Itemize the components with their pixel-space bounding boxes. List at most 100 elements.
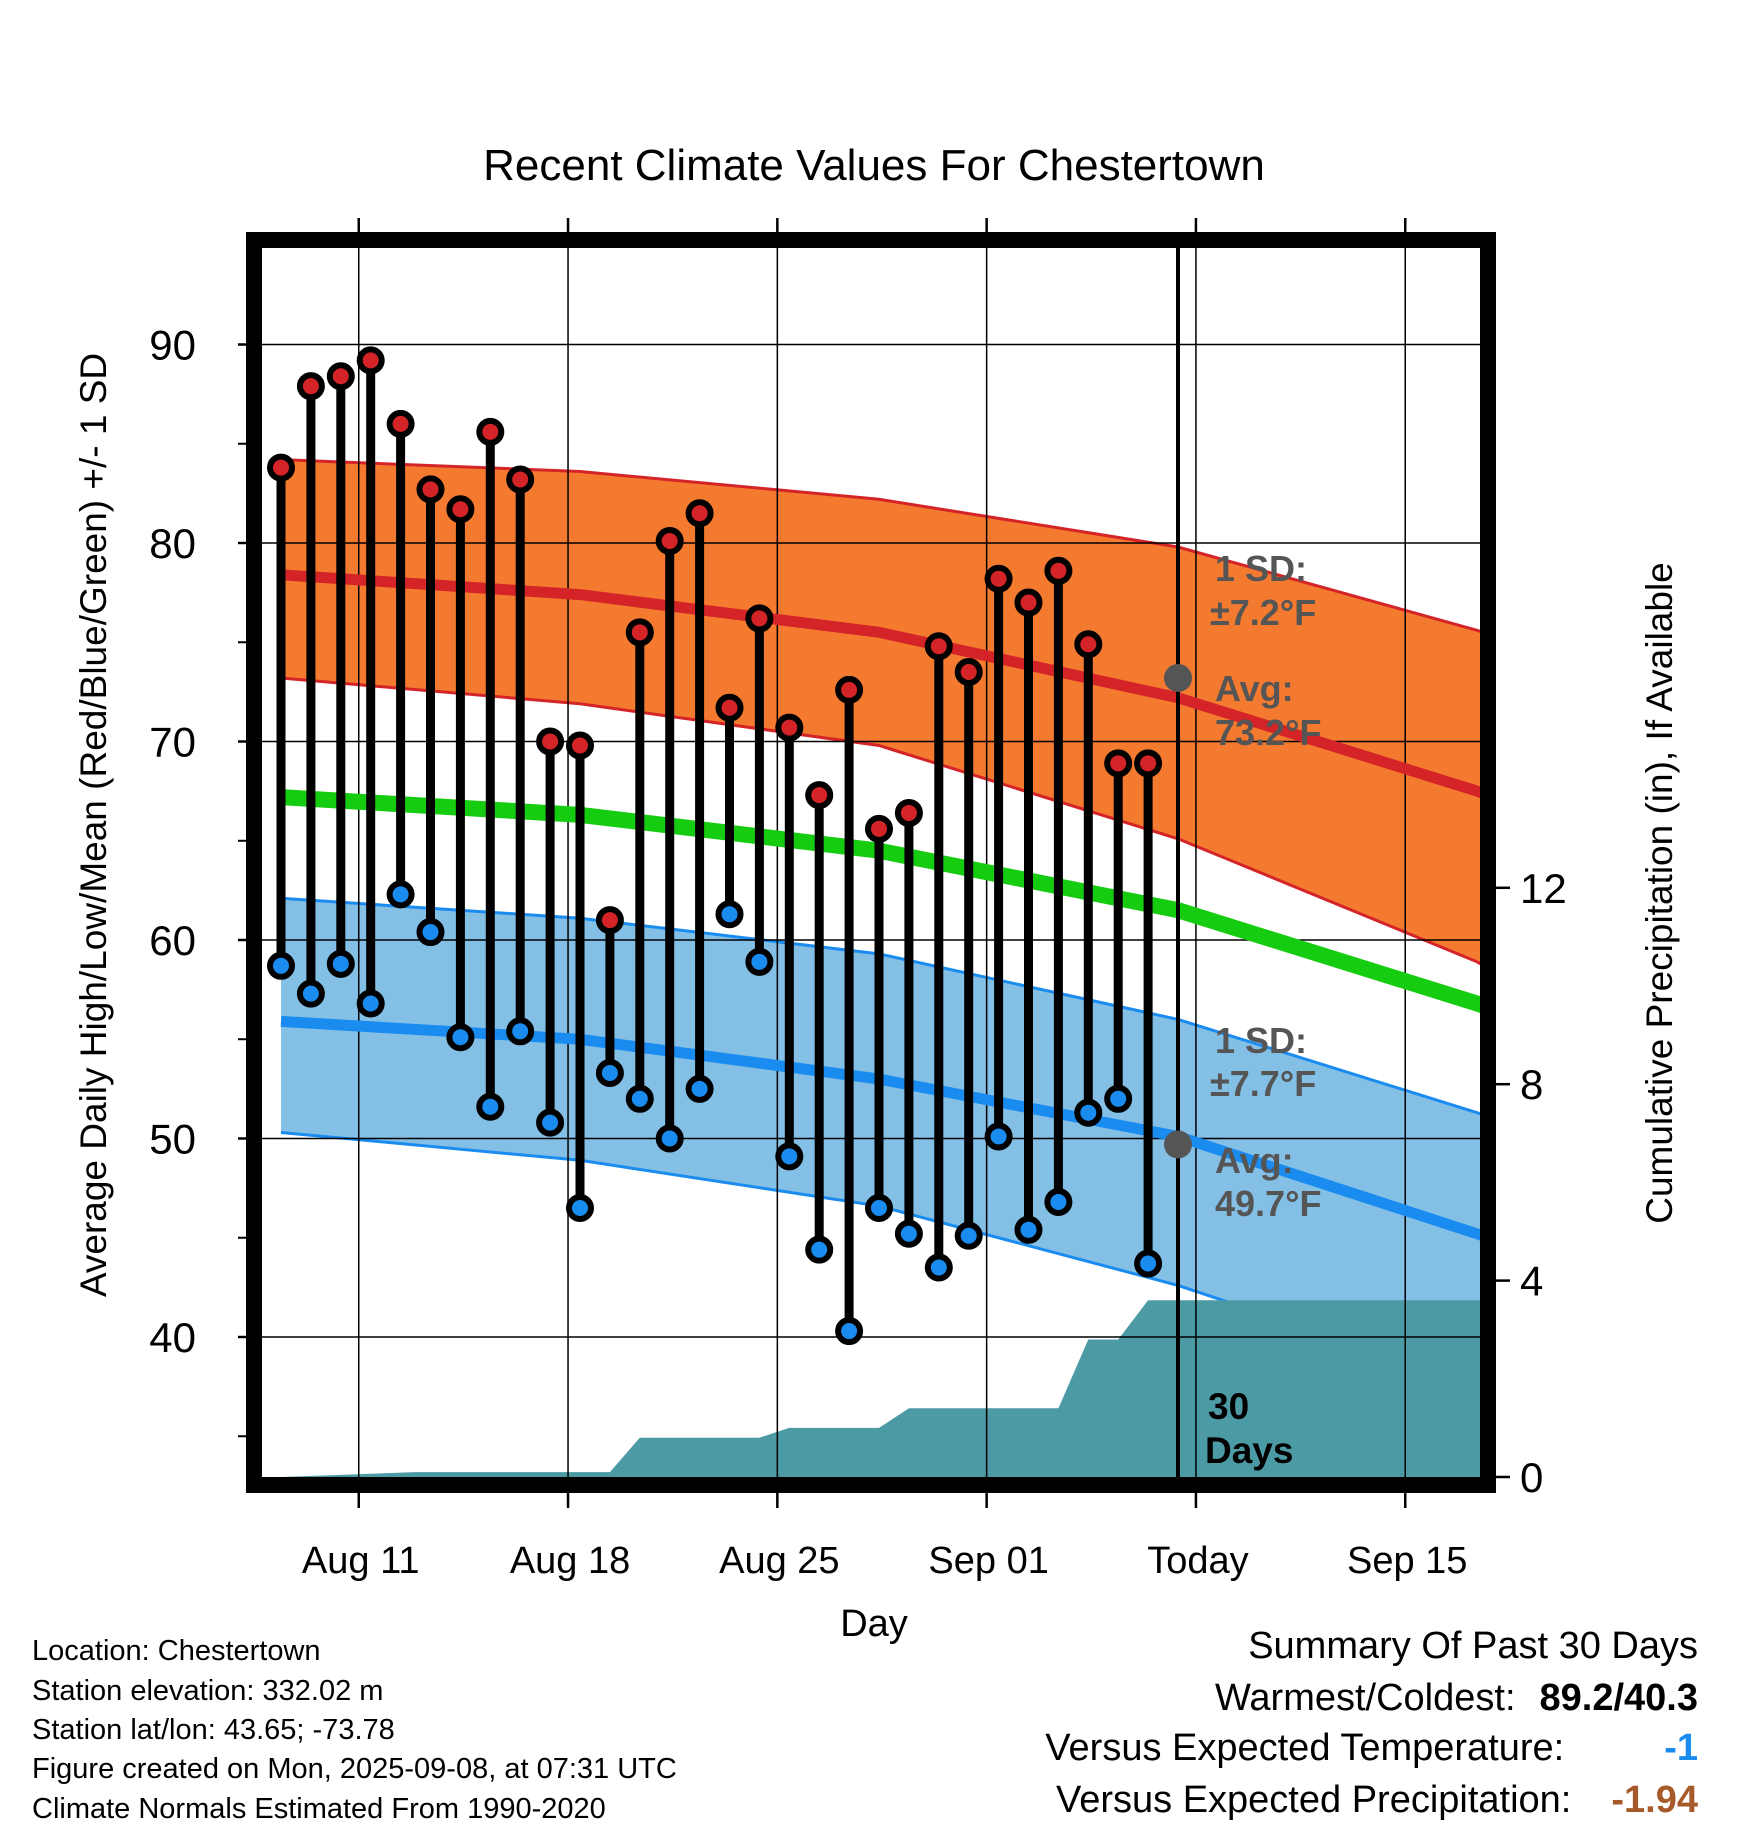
high-marker-8 bbox=[506, 465, 535, 494]
summary-precip-value: -1.94 bbox=[1611, 1779, 1698, 1821]
low-marker-21 bbox=[894, 1219, 923, 1248]
y-left-tick-label-4: 80 bbox=[149, 520, 196, 567]
high-marker-4 bbox=[386, 409, 415, 438]
low-marker-19 bbox=[835, 1317, 864, 1346]
low-marker-2 bbox=[326, 949, 355, 978]
low-marker-14 bbox=[685, 1074, 714, 1103]
y-left-tick-label-2: 60 bbox=[149, 917, 196, 964]
low-marker-1 bbox=[296, 979, 325, 1008]
high-marker-11 bbox=[595, 906, 624, 935]
high-marker-21 bbox=[894, 798, 923, 827]
low-marker-10 bbox=[566, 1193, 594, 1222]
y-left-tick-label-5: 90 bbox=[149, 322, 196, 369]
high-sd-value: ±7.2°F bbox=[1210, 592, 1317, 633]
low-marker-7 bbox=[476, 1092, 505, 1121]
high-marker-20 bbox=[865, 814, 893, 843]
x-tick-label-1: Aug 18 bbox=[510, 1540, 630, 1582]
x-tick-label-5: Sep 15 bbox=[1347, 1540, 1467, 1582]
high-marker-25 bbox=[1014, 588, 1043, 617]
low-marker-12 bbox=[625, 1084, 654, 1113]
low-marker-6 bbox=[446, 1023, 475, 1052]
info-elevation: Station elevation: 332.02 m bbox=[32, 1675, 384, 1707]
high-marker-17 bbox=[775, 713, 804, 742]
summary-precip: Versus Expected Precipitation: -1.94 bbox=[1056, 1779, 1698, 1822]
high-marker-18 bbox=[805, 781, 834, 810]
low-marker-29 bbox=[1134, 1249, 1163, 1278]
info-latlon: Station lat/lon: 43.65; -73.78 bbox=[32, 1714, 395, 1746]
low-sd-value: ±7.7°F bbox=[1210, 1063, 1317, 1104]
high-marker-10 bbox=[566, 731, 594, 760]
summary-temp-label: Versus Expected Temperature: bbox=[1045, 1727, 1565, 1769]
low-marker-18 bbox=[805, 1235, 834, 1264]
today-avg-high-marker bbox=[1164, 663, 1192, 692]
high-marker-12 bbox=[625, 618, 654, 647]
high-marker-28 bbox=[1104, 749, 1133, 778]
high-avg-value: 73.2°F bbox=[1215, 712, 1322, 753]
x-tick-label-2: Aug 25 bbox=[719, 1540, 839, 1582]
low-marker-26 bbox=[1044, 1188, 1073, 1217]
y-right-tick-label-2: 8 bbox=[1520, 1061, 1543, 1108]
y-left-tick-label-1: 50 bbox=[149, 1116, 196, 1163]
high-marker-3 bbox=[356, 346, 385, 375]
high-marker-13 bbox=[655, 527, 684, 556]
low-marker-0 bbox=[267, 951, 295, 980]
low-marker-28 bbox=[1104, 1084, 1133, 1113]
y-left-tick-label-0: 40 bbox=[149, 1314, 196, 1361]
high-marker-0 bbox=[267, 453, 295, 482]
summary-warmest: Warmest/Coldest: 89.2/40.3 bbox=[1215, 1677, 1698, 1720]
high-marker-19 bbox=[835, 675, 864, 704]
summary-warmest-value: 89.2/40.3 bbox=[1539, 1677, 1698, 1719]
summary-warmest-label: Warmest/Coldest: bbox=[1214, 1677, 1516, 1719]
high-sd-band bbox=[281, 459, 1480, 964]
high-marker-27 bbox=[1074, 630, 1103, 659]
high-marker-15 bbox=[715, 693, 744, 722]
x-axis-label: Day bbox=[840, 1603, 908, 1645]
low-marker-11 bbox=[595, 1058, 624, 1087]
high-marker-22 bbox=[924, 632, 953, 661]
low-avg-value: 49.7°F bbox=[1215, 1183, 1322, 1224]
low-avg-label: Avg: bbox=[1215, 1140, 1294, 1181]
x-tick-label-3: Sep 01 bbox=[928, 1540, 1048, 1582]
x-tick-label-0: Aug 11 bbox=[302, 1540, 420, 1582]
high-marker-5 bbox=[416, 475, 445, 504]
info-created: Figure created on Mon, 2025-09-08, at 07… bbox=[32, 1753, 677, 1785]
precip-area bbox=[281, 1300, 1480, 1477]
high-avg-label: Avg: bbox=[1215, 668, 1294, 709]
y-left-tick-label-3: 70 bbox=[149, 719, 196, 766]
low-marker-22 bbox=[924, 1253, 953, 1282]
high-marker-26 bbox=[1044, 556, 1073, 585]
y-right-tick-label-0: 0 bbox=[1520, 1454, 1543, 1501]
low-marker-27 bbox=[1074, 1098, 1103, 1127]
low-marker-23 bbox=[954, 1221, 983, 1250]
y-axis-label-right: Cumulative Precipitation (in), If Availa… bbox=[1639, 562, 1680, 1224]
high-marker-2 bbox=[326, 362, 355, 391]
precip-days-number: 30 bbox=[1208, 1386, 1250, 1427]
low-marker-17 bbox=[775, 1142, 804, 1171]
chart-title: Recent Climate Values For Chestertown bbox=[483, 141, 1265, 190]
high-marker-24 bbox=[984, 564, 1013, 593]
high-sd-label: 1 SD: bbox=[1215, 548, 1308, 589]
low-marker-5 bbox=[416, 918, 445, 947]
precip-days-label: Days bbox=[1205, 1430, 1294, 1471]
x-tick-label-4: Today bbox=[1147, 1540, 1248, 1582]
high-marker-14 bbox=[685, 499, 714, 528]
low-marker-25 bbox=[1014, 1215, 1043, 1244]
high-marker-1 bbox=[296, 372, 325, 401]
high-marker-29 bbox=[1134, 749, 1163, 778]
low-marker-13 bbox=[655, 1124, 684, 1153]
high-marker-23 bbox=[954, 658, 983, 687]
today-avg-low-marker bbox=[1164, 1130, 1192, 1159]
low-marker-24 bbox=[984, 1122, 1013, 1151]
low-marker-4 bbox=[386, 880, 415, 909]
summary-temp: Versus Expected Temperature: -1 bbox=[1045, 1727, 1698, 1770]
low-marker-16 bbox=[745, 947, 774, 976]
high-sd-band-upper-edge bbox=[280, 458, 1480, 633]
info-normals: Climate Normals Estimated From 1990-2020 bbox=[32, 1793, 606, 1825]
high-marker-6 bbox=[446, 495, 475, 524]
summary-precip-label: Versus Expected Precipitation: bbox=[1055, 1779, 1572, 1821]
high-marker-7 bbox=[476, 417, 505, 446]
low-sd-band-lower-edge bbox=[280, 1131, 1480, 1388]
high-marker-9 bbox=[536, 727, 565, 756]
y-axis-label-left: Average Daily High/Low/Mean (Red/Blue/Gr… bbox=[73, 353, 114, 1297]
